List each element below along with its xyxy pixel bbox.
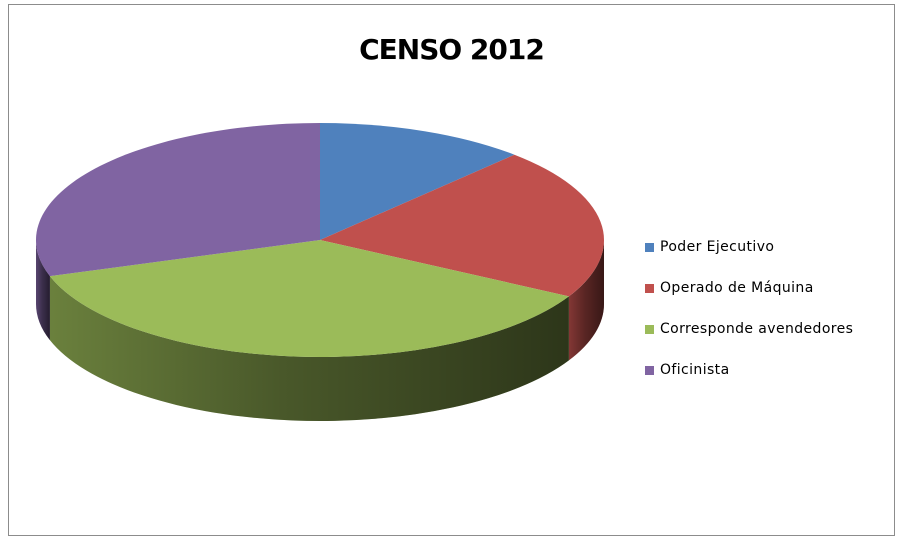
pie-slice-corresponde-avendedores[interactable] [49, 240, 569, 357]
legend-label: Poder Ejecutivo [660, 239, 775, 255]
pie-slice-oficinista[interactable] [35, 123, 321, 277]
legend-label: Corresponde avendedores [660, 321, 854, 337]
pie-slice-operado-de-maquina[interactable] [320, 154, 604, 297]
pie-chart [35, 123, 604, 421]
legend-item-operado-de-maquina: Operado de Máquina [645, 278, 853, 298]
legend: Poder Ejecutivo Operado de Máquina Corresp… [645, 237, 853, 401]
pie-slice-poder-ejecutivo[interactable] [320, 123, 515, 240]
legend-swatch [645, 283, 654, 293]
chart-title: CENSO 2012 [359, 33, 545, 66]
pie-sides [36, 240, 604, 421]
legend-item-poder-ejecutivo: Poder Ejecutivo [645, 237, 853, 257]
pie-side-shade-operado-de-maquina [568, 240, 604, 361]
legend-swatch [645, 324, 654, 334]
legend-swatch [645, 242, 654, 252]
legend-label: Operado de Máquina [660, 280, 814, 296]
chart-area: CENSO 2012 Poder Ejecutivo Operado de Máq… [8, 4, 895, 536]
pie-side-shade-oficinista [36, 240, 50, 341]
pie-side-shade-corresponde-avendedores [49, 276, 569, 421]
legend-label: Oficinista [660, 362, 730, 378]
legend-item-corresponde-avendedores: Corresponde avendedores [645, 319, 853, 339]
legend-item-oficinista: Oficinista [645, 360, 853, 380]
pie-tops [35, 123, 604, 357]
legend-swatch [645, 365, 654, 375]
